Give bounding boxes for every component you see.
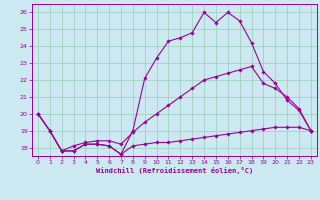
- X-axis label: Windchill (Refroidissement éolien,°C): Windchill (Refroidissement éolien,°C): [96, 167, 253, 174]
